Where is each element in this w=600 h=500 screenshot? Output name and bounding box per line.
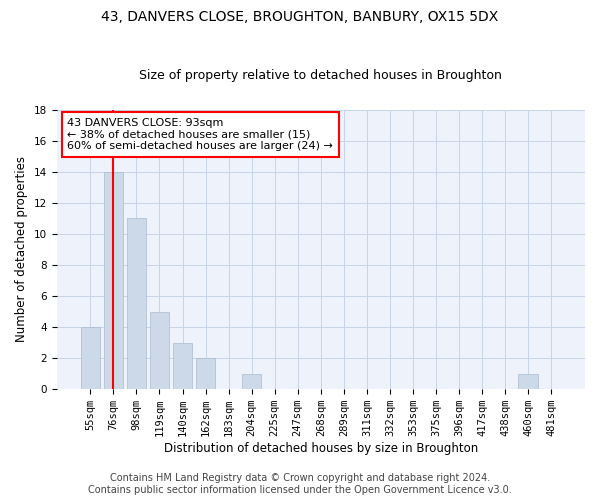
Y-axis label: Number of detached properties: Number of detached properties xyxy=(15,156,28,342)
Bar xyxy=(518,374,538,389)
Text: 43, DANVERS CLOSE, BROUGHTON, BANBURY, OX15 5DX: 43, DANVERS CLOSE, BROUGHTON, BANBURY, O… xyxy=(101,10,499,24)
Bar xyxy=(149,312,169,389)
Bar xyxy=(173,342,193,389)
Bar xyxy=(196,358,215,389)
Bar xyxy=(242,374,262,389)
Text: 43 DANVERS CLOSE: 93sqm
← 38% of detached houses are smaller (15)
60% of semi-de: 43 DANVERS CLOSE: 93sqm ← 38% of detache… xyxy=(67,118,333,151)
Text: Contains HM Land Registry data © Crown copyright and database right 2024.
Contai: Contains HM Land Registry data © Crown c… xyxy=(88,474,512,495)
Title: Size of property relative to detached houses in Broughton: Size of property relative to detached ho… xyxy=(139,69,502,82)
Bar xyxy=(127,218,146,389)
X-axis label: Distribution of detached houses by size in Broughton: Distribution of detached houses by size … xyxy=(164,442,478,455)
Bar xyxy=(80,327,100,389)
Bar xyxy=(104,172,123,389)
